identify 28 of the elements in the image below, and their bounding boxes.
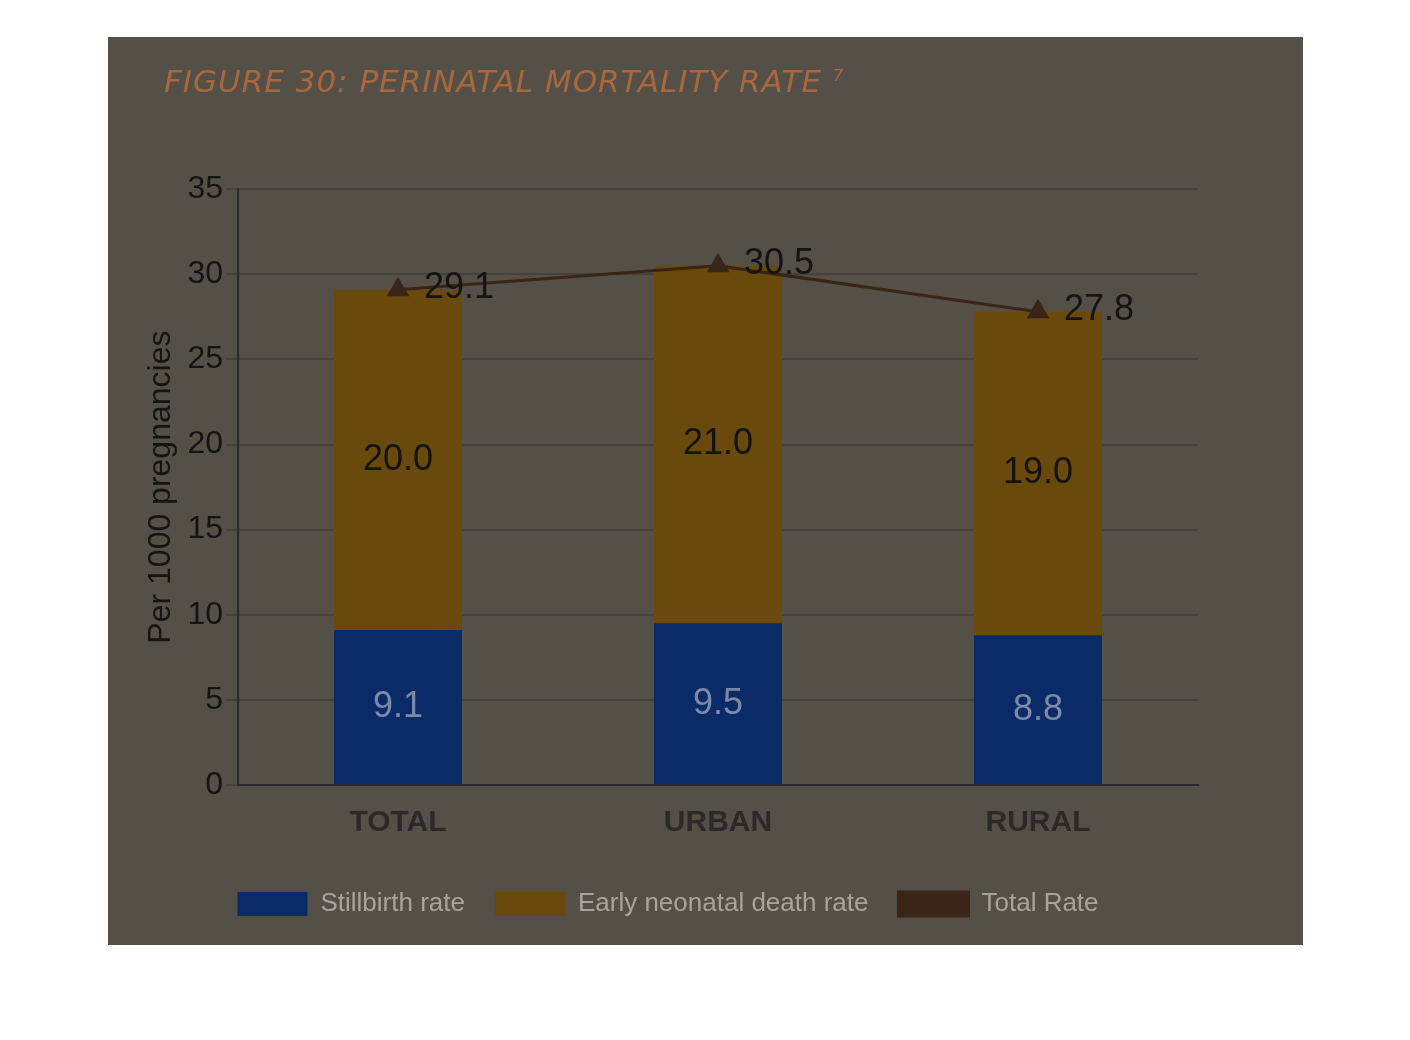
- data-label: 9.5: [692, 680, 744, 722]
- y-tick-label: 10: [187, 594, 223, 631]
- legend-label: Stillbirth rate: [320, 887, 465, 918]
- y-tick-label: 25: [187, 339, 223, 376]
- point: [707, 254, 729, 273]
- y-tick-label: 20: [187, 424, 223, 461]
- data-label: 19.0: [1002, 450, 1074, 492]
- data-label: 8.8: [1012, 686, 1064, 728]
- data-label: 20.0: [362, 436, 434, 478]
- data-label: 9.1: [372, 683, 424, 725]
- y-tick-label: 15: [187, 509, 223, 546]
- data-label: 29.1: [423, 264, 495, 306]
- y-tick-label: 30: [187, 254, 223, 291]
- chart-title: FIGURE 30: PERINATAL MORTALITY RATE $^{7}$: [164, 63, 845, 99]
- data-label: 27.8: [1064, 286, 1135, 328]
- bar: [974, 635, 1102, 784]
- y-axis-title: Per 1000 pregnancies: [141, 330, 178, 644]
- y-tick-label: 5: [205, 679, 223, 716]
- point: [1027, 300, 1049, 319]
- legend-label: Total Rate: [981, 887, 1099, 918]
- point: [387, 278, 409, 297]
- data-label: 21.0: [682, 421, 754, 463]
- y-tick-label: 35: [187, 169, 223, 206]
- y-tick-label: 0: [205, 764, 223, 801]
- bar: [654, 623, 782, 784]
- data-label: 30.5: [744, 240, 815, 282]
- legend-label: Early neonatal death rate: [577, 887, 869, 918]
- bar: [333, 630, 462, 784]
